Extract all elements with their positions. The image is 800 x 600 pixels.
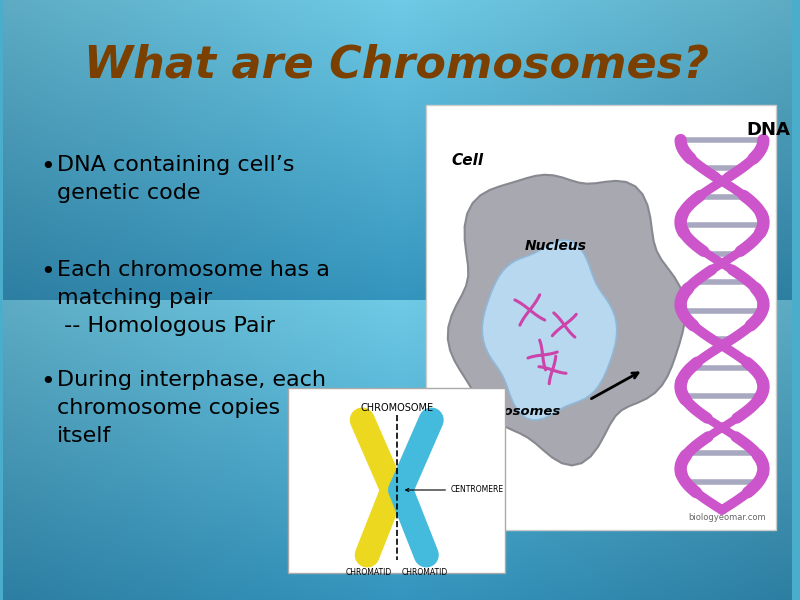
Text: DNA containing cell’s: DNA containing cell’s — [57, 155, 294, 175]
Text: Cell: Cell — [451, 153, 483, 168]
Text: CHROMATID: CHROMATID — [346, 568, 392, 577]
Text: -- Homologous Pair: -- Homologous Pair — [57, 316, 274, 336]
Text: •: • — [40, 260, 54, 284]
Bar — [426, 105, 776, 530]
Text: biologyeomar.com: biologyeomar.com — [688, 513, 766, 522]
Text: •: • — [40, 155, 54, 179]
Text: chromosome copies: chromosome copies — [57, 398, 280, 418]
Text: CENTROMERE: CENTROMERE — [406, 485, 504, 494]
Bar — [288, 388, 505, 573]
Text: •: • — [40, 370, 54, 394]
Polygon shape — [482, 240, 617, 420]
Text: DNA: DNA — [746, 121, 790, 139]
Text: itself: itself — [57, 426, 111, 446]
Polygon shape — [448, 175, 686, 466]
Text: matching pair: matching pair — [57, 288, 212, 308]
Text: What are Chromosomes?: What are Chromosomes? — [84, 43, 710, 86]
Text: genetic code: genetic code — [57, 183, 200, 203]
Text: Each chromosome has a: Each chromosome has a — [57, 260, 330, 280]
Text: Nucleus: Nucleus — [525, 239, 587, 253]
Text: During interphase, each: During interphase, each — [57, 370, 326, 390]
Text: CHROMOSOME: CHROMOSOME — [360, 403, 434, 413]
Text: CHROMATID: CHROMATID — [402, 568, 447, 577]
Text: Chromosomes: Chromosomes — [456, 405, 561, 418]
